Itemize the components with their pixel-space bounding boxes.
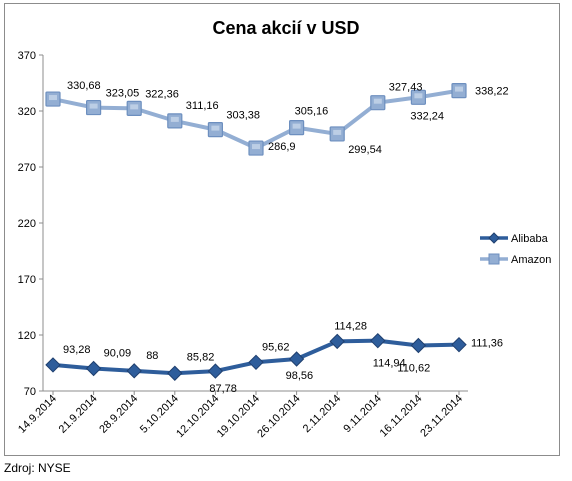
amazon-point-highlight xyxy=(130,104,139,110)
amazon-data-label: 311,16 xyxy=(186,100,219,112)
amazon-data-label: 322,36 xyxy=(145,88,179,100)
y-tick-label: 120 xyxy=(18,330,36,342)
alibaba-data-label: 114,28 xyxy=(334,320,367,332)
alibaba-data-label: 85,82 xyxy=(187,351,215,363)
alibaba-data-label: 111,36 xyxy=(471,338,503,350)
alibaba-data-label: 110,62 xyxy=(397,363,430,375)
alibaba-point xyxy=(207,363,224,379)
x-tick-label: 9.11.2014 xyxy=(341,393,384,436)
x-tick-label: 23.11.2014 xyxy=(418,393,465,440)
amazon-point-highlight xyxy=(252,144,260,150)
amazon-data-label: 338,22 xyxy=(475,86,509,98)
x-tick-label: 21.9.2014 xyxy=(57,393,100,436)
amazon-data-label: 327,43 xyxy=(389,82,423,94)
legend-alibaba-marker xyxy=(488,232,500,244)
line-chart: Cena akcií v USD 70 120 170 220 270 320 370 14.9… xyxy=(16,18,551,440)
x-tick-label: 19.10.2014 xyxy=(215,393,262,440)
alibaba-data-label: 95,62 xyxy=(262,341,290,353)
amazon-point-highlight xyxy=(89,103,98,109)
x-tick-label: 2.11.2014 xyxy=(301,393,344,436)
chart-title: Cena akcií v USD xyxy=(212,18,359,38)
x-tick-label: 16.11.2014 xyxy=(378,393,425,440)
legend-amazon-marker xyxy=(488,253,500,265)
y-tick-label: 170 xyxy=(18,274,36,286)
amazon-point-highlight xyxy=(414,93,423,99)
legend-amazon-label: Amazon xyxy=(511,254,551,266)
alibaba-point xyxy=(248,354,264,371)
x-tick-label: 5.10.2014 xyxy=(138,393,181,436)
x-tick-label: 28.9.2014 xyxy=(97,393,140,436)
amazon-data-label: 332,24 xyxy=(410,110,444,122)
amazon-data-label: 286,9 xyxy=(268,141,296,153)
amazon-point-highlight xyxy=(455,86,463,92)
source-note: Zdroj: NYSE xyxy=(4,461,71,475)
y-tick-label: 270 xyxy=(18,162,36,174)
amazon-point-highlight xyxy=(49,95,57,101)
legend-alibaba-label: Alibaba xyxy=(511,233,549,245)
amazon-data-label: 330,68 xyxy=(67,80,101,92)
alibaba-data-label: 114,94 xyxy=(373,358,406,370)
y-tick-label: 220 xyxy=(18,218,36,230)
amazon-point-highlight xyxy=(292,123,301,129)
alibaba-point xyxy=(410,337,427,354)
alibaba-data-label: 87,78 xyxy=(209,383,237,395)
alibaba-point xyxy=(167,365,183,381)
amazon-point-highlight xyxy=(333,129,342,135)
alibaba-point xyxy=(329,333,345,350)
alibaba-point xyxy=(85,360,102,377)
y-tick-label: 320 xyxy=(18,106,36,118)
alibaba-data-label: 90,09 xyxy=(104,347,132,359)
amazon-data-label: 303,38 xyxy=(226,110,260,122)
alibaba-point xyxy=(45,357,61,373)
alibaba-point xyxy=(370,332,386,349)
alibaba-point xyxy=(451,336,467,353)
alibaba-point xyxy=(288,351,305,367)
y-tick-label: 370 xyxy=(18,50,36,62)
amazon-data-label: 299,54 xyxy=(348,144,382,156)
amazon-data-label: 305,16 xyxy=(295,106,329,118)
x-tick-label: 12.10.2014 xyxy=(174,393,221,440)
amazon-point-highlight xyxy=(211,125,220,131)
alibaba-point xyxy=(126,363,142,379)
alibaba-data-label: 93,28 xyxy=(63,344,91,356)
amazon-point-highlight xyxy=(170,116,179,122)
chart-frame xyxy=(4,3,560,456)
alibaba-data-label: 98,56 xyxy=(286,370,314,382)
x-tick-label: 26.10.2014 xyxy=(255,393,302,440)
amazon-point-highlight xyxy=(373,98,382,104)
alibaba-data-label: 88 xyxy=(146,350,158,362)
amazon-data-label: 323,05 xyxy=(106,88,140,100)
y-tick-label: 70 xyxy=(24,386,36,398)
x-tick-label: 14.9.2014 xyxy=(16,393,59,436)
